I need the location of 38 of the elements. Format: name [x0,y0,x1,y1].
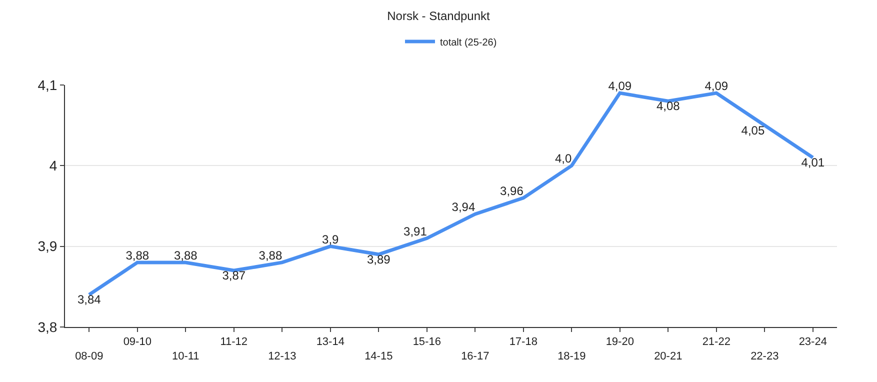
x-tick-label: 10-11 [172,350,200,362]
x-tick-label: 13-14 [316,336,344,348]
data-label: 4,08 [656,99,680,114]
data-label: 3,84 [77,292,102,307]
x-tick-label: 22-23 [750,350,779,362]
data-label: 4,01 [801,156,825,170]
y-tick-label: 3,9 [38,238,58,254]
x-tick-label: 20-21 [654,350,682,362]
x-tick-label: 18-19 [558,350,586,362]
x-tick-label: 12-13 [268,350,296,362]
x-tick-label: 08-09 [75,350,104,362]
legend-label: totalt (25-26) [440,37,497,48]
data-label: 3,88 [126,248,150,262]
y-tick-label: 3,8 [38,318,58,335]
data-label: 3,94 [452,200,476,214]
data-label: 4,09 [608,79,632,94]
x-tick-label: 19-20 [606,336,634,348]
data-label: 4,0 [554,152,572,166]
data-label: 3,91 [404,224,428,238]
y-tick-label: 4,1 [38,76,58,93]
data-label: 3,9 [322,232,340,246]
x-tick-label: 09-10 [123,336,152,348]
x-tick-label: 15-16 [412,336,441,348]
data-label: 3,88 [174,248,198,262]
y-tick-label: 4 [49,158,58,174]
x-tick-label: 17-18 [509,336,538,348]
data-label: 3,88 [258,248,282,262]
x-tick-label: 16-17 [461,350,490,362]
data-label: 3,96 [500,184,524,198]
x-tick-label: 23-24 [798,336,827,348]
data-label: 4,05 [741,123,765,138]
chart-title: Norsk - Standpunkt [387,8,491,23]
x-tick-label: 14-15 [364,350,393,362]
data-label: 3,89 [366,252,391,266]
x-tick-label: 21-22 [702,336,730,348]
data-label: 4,09 [704,79,728,94]
x-tick-label: 11-12 [220,336,248,348]
data-label: 3,87 [222,268,246,283]
